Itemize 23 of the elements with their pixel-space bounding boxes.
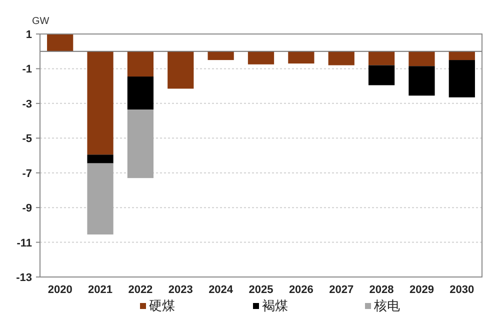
x-tick-label: 2021 — [88, 284, 113, 296]
x-tick-label: 2028 — [369, 284, 394, 296]
y-tick-label: -5 — [22, 133, 32, 146]
x-tick-label: 2022 — [128, 284, 153, 296]
x-tick-label: 2024 — [208, 284, 234, 296]
x-tick-label: 2030 — [450, 284, 474, 296]
x-tick-label: 2026 — [288, 284, 314, 296]
y-tick-label: -13 — [16, 272, 32, 284]
x-tick-label: 2025 — [248, 284, 274, 296]
y-tick-label: -11 — [16, 237, 32, 250]
y-tick-label: -7 — [22, 168, 32, 180]
y-tick-label: -3 — [22, 98, 32, 110]
legend-label: 硬煤 — [149, 298, 175, 313]
y-tick-label: 1 — [26, 29, 32, 41]
y-axis-title: GW — [32, 16, 50, 27]
x-tick-label: 2023 — [168, 284, 193, 296]
x-tick-label: 2020 — [48, 284, 72, 296]
y-tick-label: -9 — [22, 202, 32, 215]
x-tick-label: 2027 — [329, 284, 354, 296]
legend-label: 褐煤 — [262, 298, 288, 313]
x-tick-label: 2029 — [409, 284, 434, 296]
legend-label: 核电 — [373, 298, 400, 313]
y-tick-label: -1 — [22, 64, 32, 76]
